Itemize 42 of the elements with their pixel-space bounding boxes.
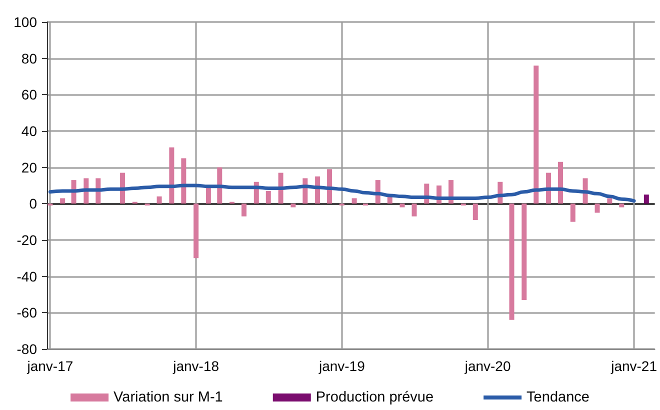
bar	[242, 204, 247, 216]
bar	[169, 147, 174, 204]
legend-label: Production prévue	[316, 390, 434, 406]
bar	[570, 204, 576, 222]
x-tick-label: janv-20	[464, 358, 511, 374]
x-tick-label: janv-18	[172, 358, 220, 374]
bar	[594, 204, 600, 213]
bar	[522, 204, 527, 300]
bar	[352, 198, 357, 204]
bar	[644, 194, 649, 204]
y-tick-label: 20	[21, 159, 38, 176]
x-tick-label: janv-21	[610, 358, 658, 374]
y-tick-label: -20	[16, 232, 38, 248]
y-tick-label: -60	[16, 304, 38, 321]
y-tick-label: 60	[21, 86, 38, 103]
bar	[327, 169, 332, 204]
bar	[60, 198, 66, 204]
legend-label: Tendance	[526, 390, 590, 406]
bar	[194, 204, 199, 258]
bar	[156, 196, 162, 204]
y-tick-label: 80	[21, 50, 38, 66]
bar	[412, 204, 417, 216]
x-tick-label: janv-17	[26, 358, 74, 374]
bar	[266, 190, 271, 204]
bar	[509, 204, 514, 320]
y-tick-label: -80	[16, 341, 38, 357]
bar	[558, 162, 564, 204]
y-tick-label: 40	[21, 123, 38, 139]
bar	[472, 204, 478, 220]
bar	[206, 187, 211, 204]
legend-label: Variation sur M-1	[114, 390, 223, 406]
bar	[619, 204, 624, 208]
bar	[400, 204, 405, 208]
bar	[607, 198, 612, 204]
bar	[534, 66, 539, 204]
x-tick-label: janv-19	[318, 358, 366, 374]
y-tick-label: -40	[16, 268, 38, 284]
bar	[290, 204, 296, 208]
line-series	[48, 184, 636, 203]
y-tick-label: 0	[29, 196, 38, 212]
bar	[181, 158, 186, 204]
y-tick-label: 100	[14, 14, 38, 30]
